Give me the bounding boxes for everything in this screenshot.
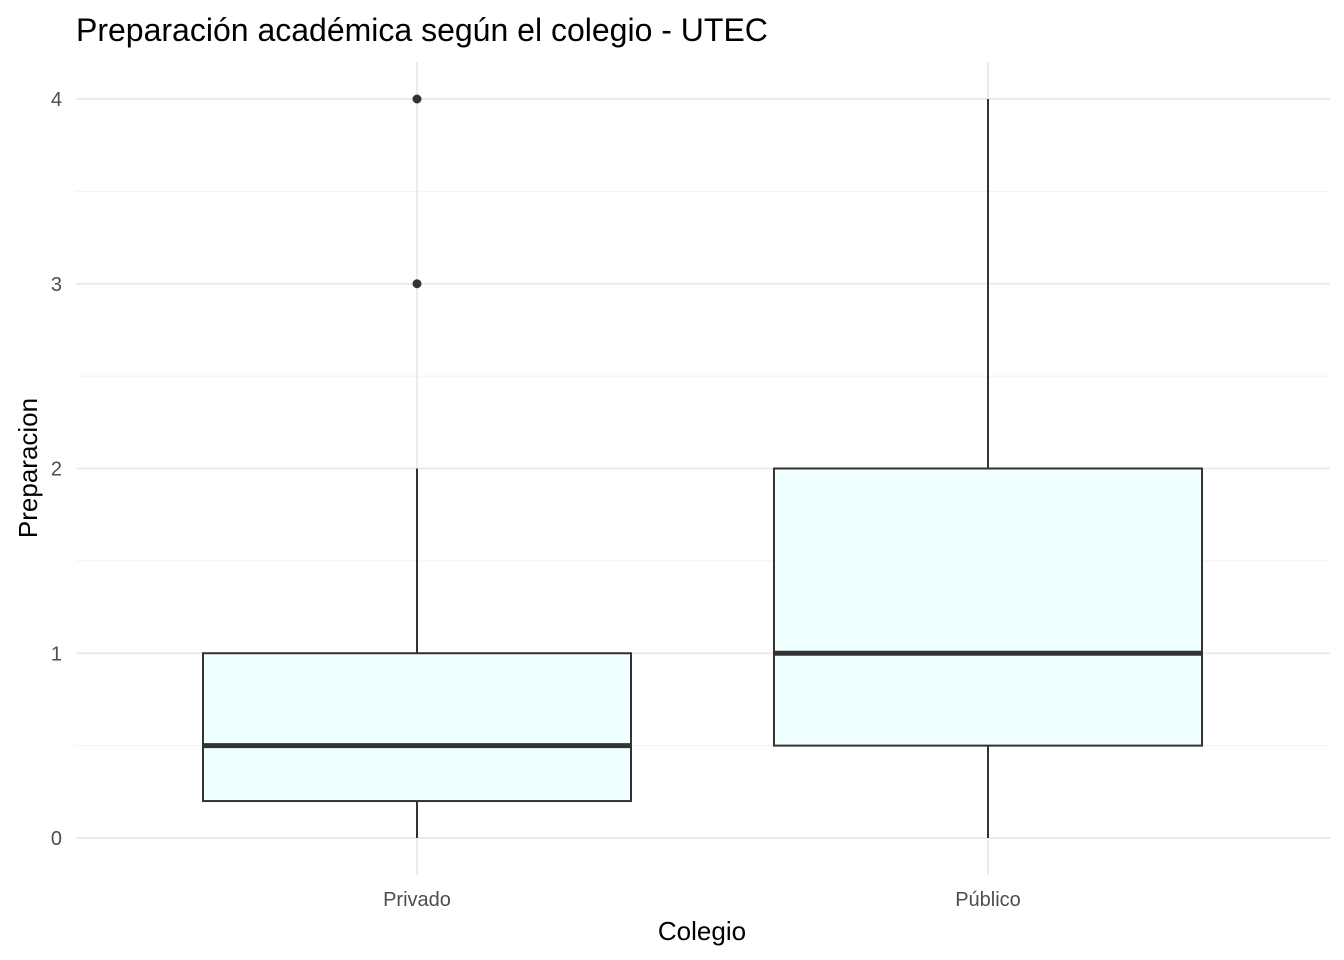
y-tick-label: 4 xyxy=(51,89,62,111)
y-tick-labels: 0 1 2 3 4 xyxy=(51,89,62,850)
x-tick-labels: Privado Público xyxy=(383,889,1021,911)
x-tick-label: Privado xyxy=(383,889,451,911)
boxes-layer xyxy=(202,94,1203,838)
outlier-point xyxy=(412,279,422,289)
box-group-1 xyxy=(202,94,632,838)
iqr-box xyxy=(202,652,632,803)
x-axis-title: Colegio xyxy=(658,916,746,946)
iqr-box xyxy=(773,467,1203,747)
y-tick-label: 2 xyxy=(51,459,62,481)
x-tick-label: Público xyxy=(955,889,1021,911)
y-tick-label: 3 xyxy=(51,274,62,296)
y-tick-label: 1 xyxy=(51,643,62,665)
y-axis-title: Preparacion xyxy=(13,398,43,538)
box-group-2 xyxy=(773,99,1203,838)
y-tick-label: 0 xyxy=(51,828,62,850)
outlier-point xyxy=(412,94,422,104)
chart-title: Preparación académica según el colegio -… xyxy=(76,12,768,48)
